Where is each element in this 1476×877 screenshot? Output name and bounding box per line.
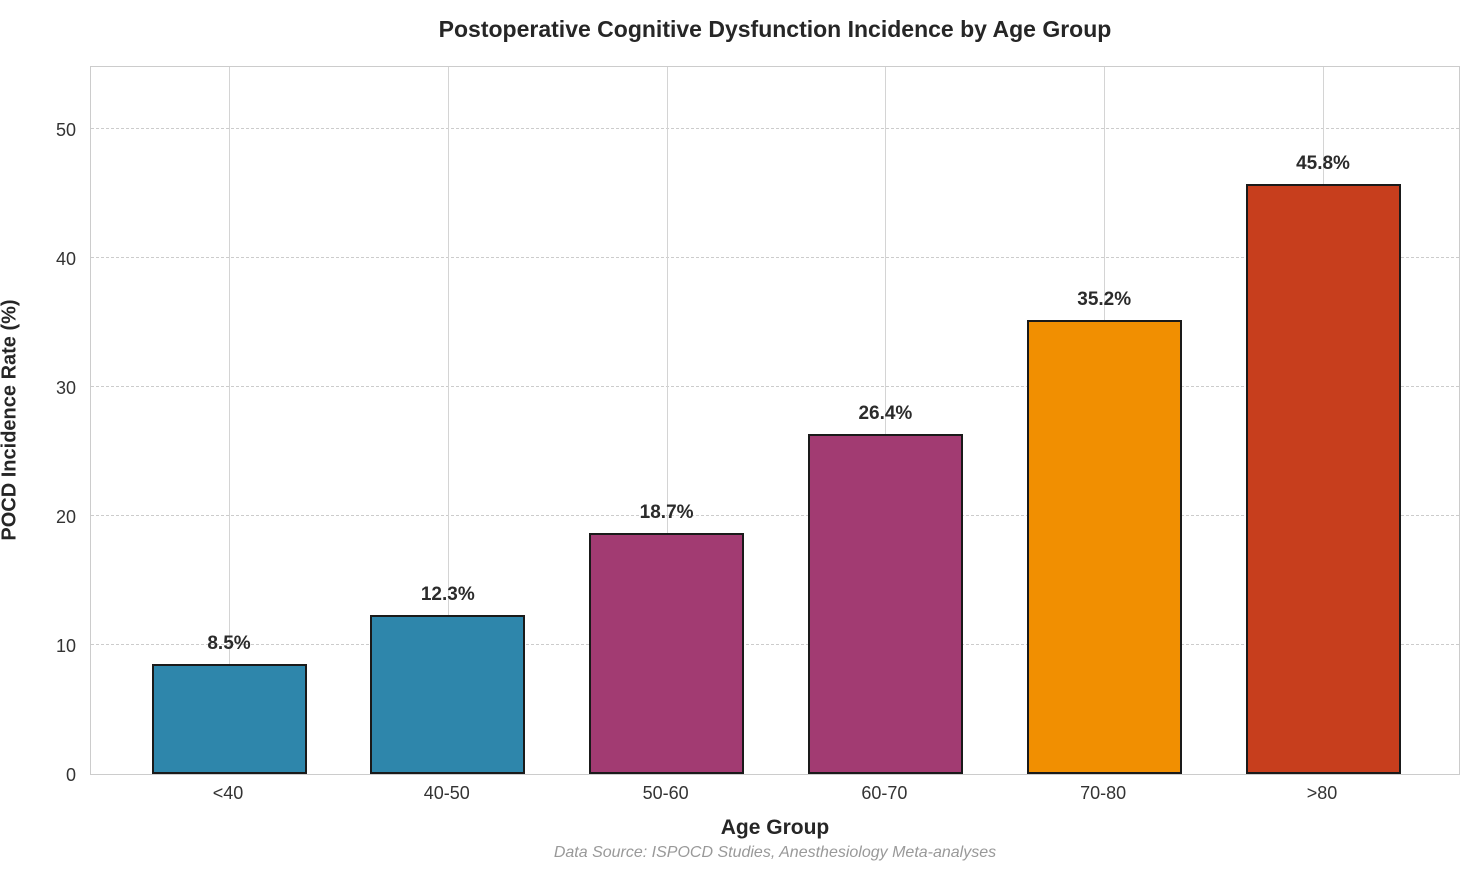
chart-title: Postoperative Cognitive Dysfunction Inci… bbox=[438, 16, 1112, 42]
bar-value-label: 12.3% bbox=[420, 584, 475, 606]
x-tick-label: >80 bbox=[1306, 783, 1338, 803]
gridline-vertical bbox=[447, 67, 449, 774]
bar->80 bbox=[1245, 183, 1401, 774]
gridline-horizontal bbox=[91, 644, 1459, 646]
x-tick-label: 70-80 bbox=[1080, 783, 1127, 803]
y-tick-label: 30 bbox=[55, 378, 76, 399]
bar-40-50 bbox=[370, 615, 526, 774]
gridline-horizontal bbox=[91, 128, 1459, 130]
bar-50-60 bbox=[589, 532, 745, 774]
x-tick-label: <40 bbox=[212, 783, 244, 803]
gridline-horizontal bbox=[91, 386, 1459, 388]
bar-value-label: 8.5% bbox=[207, 633, 251, 655]
bar-70-80 bbox=[1026, 320, 1182, 774]
bar-value-label: 18.7% bbox=[639, 501, 694, 523]
gridline-horizontal bbox=[91, 257, 1459, 259]
x-axis-label: Age Group bbox=[720, 816, 830, 839]
data-source-caption: Data Source: ISPOCD Studies, Anesthesiol… bbox=[553, 844, 997, 861]
gridline-horizontal bbox=[91, 515, 1459, 517]
y-tick-label: 10 bbox=[55, 636, 76, 657]
y-tick-label: 40 bbox=[55, 249, 76, 270]
bar-<40 bbox=[151, 664, 307, 774]
y-tick-label: 50 bbox=[55, 120, 76, 141]
bar-value-label: 45.8% bbox=[1296, 152, 1350, 174]
bar-60-70 bbox=[807, 433, 963, 774]
plot-area: 8.5% 12.3% 18.7% 26.4% 35.2% 45.8% bbox=[90, 66, 1460, 775]
y-axis-label: POCD Incidence Rate (%) bbox=[0, 299, 21, 541]
x-tick-label: 60-70 bbox=[861, 783, 908, 803]
y-tick-label: 0 bbox=[65, 765, 76, 785]
bar-value-label: 26.4% bbox=[858, 402, 913, 424]
bar-value-label: 35.2% bbox=[1077, 289, 1132, 311]
gridline-vertical bbox=[229, 67, 230, 774]
gridline-vertical bbox=[666, 67, 668, 774]
x-tick-label: 40-50 bbox=[423, 783, 470, 803]
y-tick-label: 20 bbox=[55, 507, 76, 528]
gridline-vertical bbox=[885, 67, 887, 774]
x-tick-label: 50-60 bbox=[642, 783, 689, 803]
